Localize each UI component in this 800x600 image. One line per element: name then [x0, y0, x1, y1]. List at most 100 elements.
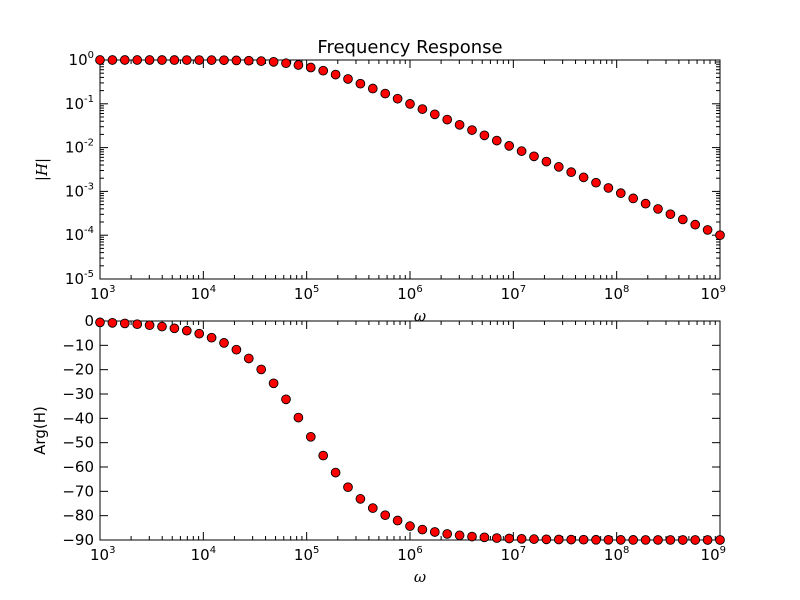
data-point — [194, 328, 205, 339]
data-point — [690, 219, 701, 230]
x-tick-label: 107 — [501, 284, 526, 303]
x-tick-label: 104 — [191, 284, 216, 303]
data-point — [442, 114, 453, 125]
data-point — [392, 93, 403, 104]
data-point — [256, 364, 267, 375]
data-point — [132, 319, 143, 330]
data-point — [157, 321, 167, 332]
data-point — [243, 55, 254, 66]
y-tick-label: −50 — [62, 434, 94, 452]
x-tick-label: 108 — [604, 284, 629, 303]
y-tick-label: −90 — [62, 531, 94, 549]
data-point — [566, 534, 577, 545]
data-point — [256, 56, 267, 66]
data-point — [157, 55, 167, 65]
x-tick-label: 105 — [294, 284, 319, 303]
data-point — [330, 69, 341, 80]
data-point — [392, 515, 403, 526]
data-point — [529, 534, 539, 544]
data-point — [132, 55, 143, 65]
data-point — [343, 74, 353, 84]
data-point — [429, 527, 440, 537]
data-point — [541, 156, 552, 167]
data-point — [603, 183, 614, 193]
y-tick-label: −60 — [62, 458, 94, 476]
data-point — [442, 529, 453, 539]
data-point — [653, 535, 663, 545]
y-axis-label: |H| — [33, 158, 51, 181]
data-point — [367, 503, 378, 513]
data-point — [95, 317, 105, 328]
x-tick-label: 109 — [701, 284, 726, 303]
data-point — [318, 65, 329, 76]
data-point — [181, 325, 192, 336]
y-tick-label: 10-2 — [65, 138, 94, 157]
data-point — [454, 119, 465, 130]
x-tick-label: 103 — [90, 284, 115, 303]
x-tick-label: 103 — [90, 545, 115, 564]
data-point — [417, 524, 428, 535]
data-point — [578, 172, 589, 183]
x-tick-label: 107 — [501, 545, 526, 564]
data-point — [293, 60, 304, 70]
data-point — [107, 55, 118, 65]
data-point — [144, 320, 155, 331]
y-tick-label: 10-5 — [65, 269, 94, 288]
data-point — [367, 83, 378, 94]
y-tick-label: −20 — [62, 361, 94, 379]
data-point — [541, 534, 552, 545]
x-tick-label: 108 — [604, 545, 629, 564]
data-series — [95, 55, 725, 241]
data-point — [628, 535, 639, 545]
figure-title: Frequency Response — [317, 37, 502, 58]
plot-frame — [99, 59, 721, 280]
data-point — [119, 318, 130, 329]
data-point — [665, 535, 676, 545]
x-tick-label: 106 — [397, 284, 422, 303]
data-point — [628, 193, 639, 204]
data-point — [591, 534, 601, 545]
data-point — [454, 530, 465, 541]
data-point — [491, 135, 502, 146]
data-point — [640, 535, 651, 545]
data-point — [566, 167, 577, 178]
data-point — [702, 535, 713, 545]
phase-panel: 103 104 105 106 107 108 109 0 −10 −20 −30 −40 −50 −60… — [31, 312, 726, 586]
data-point — [181, 55, 192, 65]
data-point — [504, 533, 515, 544]
data-point — [380, 88, 391, 99]
data-point — [231, 344, 242, 355]
y-axis-label: Arg(H) — [31, 406, 49, 455]
data-point — [206, 55, 217, 65]
data-point — [479, 532, 490, 543]
x-tick-label: 105 — [294, 545, 319, 564]
data-point — [615, 535, 626, 545]
data-point — [405, 521, 415, 531]
y-tick-label: −70 — [62, 482, 94, 500]
data-point — [194, 55, 205, 65]
x-tick-label: 104 — [191, 545, 216, 564]
y-tick-label: 0 — [84, 312, 94, 330]
data-point — [553, 162, 564, 172]
data-point — [690, 535, 701, 545]
y-tick-label: 10-4 — [65, 225, 94, 244]
data-point — [429, 109, 440, 120]
y-tick-label: −40 — [62, 409, 94, 427]
y-tick-label: 100 — [69, 50, 94, 69]
data-point — [281, 58, 291, 69]
data-point — [330, 467, 341, 478]
x-tick-label: 109 — [701, 545, 726, 564]
data-point — [516, 533, 527, 544]
data-point — [293, 412, 304, 423]
data-point — [715, 535, 725, 545]
data-point — [467, 125, 477, 135]
y-tick-label: 10-3 — [65, 181, 94, 200]
data-point — [417, 104, 428, 114]
data-point — [715, 230, 725, 241]
data-point — [665, 209, 676, 220]
plot-frame — [99, 320, 721, 541]
data-point — [281, 394, 291, 405]
data-point — [405, 99, 415, 109]
data-point — [702, 225, 713, 235]
